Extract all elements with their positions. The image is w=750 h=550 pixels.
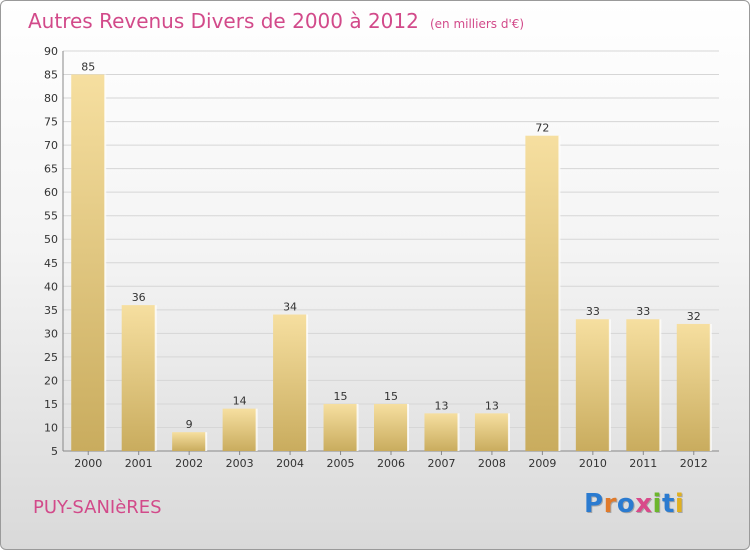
y-tick-label: 60	[44, 186, 58, 199]
y-tick-label: 50	[44, 233, 58, 246]
x-tick-label: 2007	[427, 457, 455, 470]
y-tick-label: 65	[44, 163, 58, 176]
bar	[374, 403, 408, 451]
data-label: 32	[687, 310, 701, 323]
data-label: 15	[334, 390, 348, 403]
data-label: 13	[434, 399, 448, 412]
x-tick-label: 2009	[528, 457, 556, 470]
bar-layer	[71, 74, 712, 452]
proxiti-logo[interactable]: Proxiti	[584, 489, 684, 519]
y-tick-label: 35	[44, 304, 58, 317]
y-tick-label: 40	[44, 280, 58, 293]
data-label: 72	[535, 122, 549, 135]
chart-subtitle: (en milliers d'€)	[429, 17, 525, 31]
data-label: 13	[485, 399, 499, 412]
y-tick-label: 90	[44, 45, 58, 58]
bar	[626, 319, 661, 451]
y-tick-label: 85	[44, 69, 58, 82]
data-label: 9	[186, 418, 193, 431]
location-label: PUY-SANIèRES	[33, 497, 162, 518]
x-tick-label: 2004	[276, 457, 304, 470]
logo-letter: r	[603, 489, 617, 519]
bar	[71, 74, 106, 451]
bar	[273, 314, 308, 451]
data-label: 33	[586, 305, 600, 318]
bar	[474, 413, 509, 451]
y-tick-label: 55	[44, 210, 58, 223]
logo-letter: P	[584, 489, 604, 519]
bar	[525, 135, 560, 452]
x-tick-label: 2003	[226, 457, 254, 470]
bar	[323, 403, 358, 451]
y-tick-label: 45	[44, 257, 58, 270]
bar	[676, 323, 711, 451]
y-tick-label: 80	[44, 92, 58, 105]
axis-layer: 5 10 15 20 25 30 35 40 45 50 55 60 65 70 75 80 85 90 2000 2…	[44, 45, 719, 470]
x-tick-label: 2005	[327, 457, 355, 470]
data-label: 15	[384, 390, 398, 403]
chart-title: Autres Revenus Divers de 2000 à 2012 (en…	[28, 9, 524, 33]
data-label: 34	[283, 301, 297, 314]
y-tick-label: 25	[44, 351, 58, 364]
logo-letter: x	[635, 489, 653, 519]
y-tick-label: 15	[44, 398, 58, 411]
x-tick-label: 2001	[125, 457, 153, 470]
y-tick-label: 5	[51, 445, 58, 458]
logo-letter: t	[661, 489, 675, 519]
y-tick-label: 30	[44, 327, 58, 340]
logo-letter: i	[652, 489, 662, 519]
data-label: 33	[636, 305, 650, 318]
x-tick-label: 2011	[629, 457, 657, 470]
label-layer: 85 36 9 14 34 15 15 13 13 72 33 33 32	[81, 61, 701, 432]
y-tick-label: 10	[44, 421, 58, 434]
x-tick-label: 2002	[175, 457, 203, 470]
bar	[172, 432, 207, 451]
x-tick-label: 2006	[377, 457, 405, 470]
chart-title-main: Autres Revenus Divers de 2000 à 2012	[28, 9, 419, 33]
data-label: 36	[132, 291, 146, 304]
bar	[424, 413, 459, 451]
logo-letter: i	[674, 489, 685, 519]
bar	[222, 408, 257, 451]
y-tick-label: 75	[44, 116, 58, 129]
data-label: 14	[233, 395, 247, 408]
bar	[121, 305, 156, 451]
x-tick-label: 2008	[478, 457, 506, 470]
data-label: 85	[81, 61, 95, 74]
y-tick-label: 70	[44, 139, 58, 152]
bar	[575, 319, 610, 451]
x-tick-label: 2012	[680, 457, 708, 470]
x-tick-label: 2000	[74, 457, 102, 470]
logo-letter: o	[616, 489, 636, 519]
x-tick-label: 2010	[579, 457, 607, 470]
y-tick-label: 20	[44, 374, 58, 387]
